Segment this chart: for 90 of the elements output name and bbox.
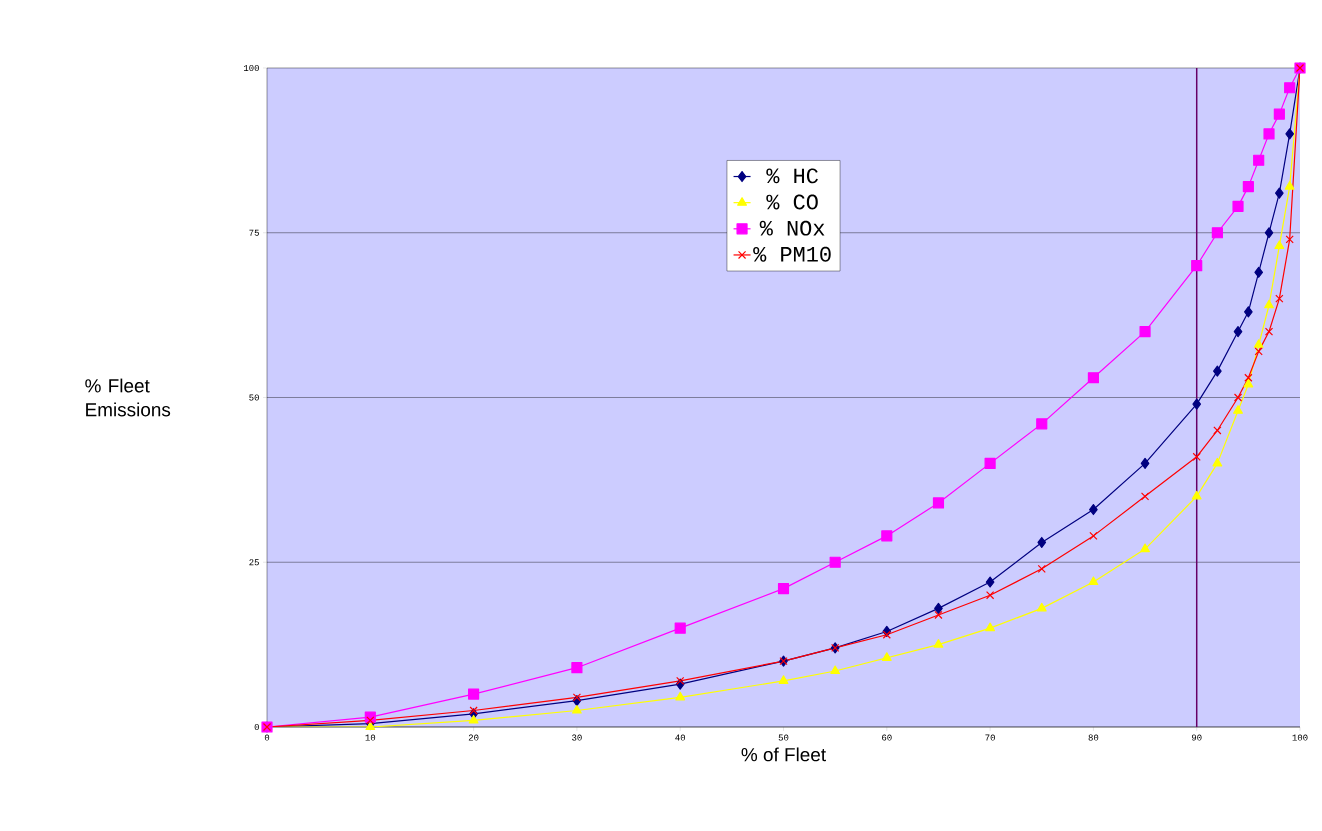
point: [1233, 393, 1243, 402]
x-tick-label: 40: [675, 734, 686, 741]
point: [1275, 187, 1284, 199]
point: [1254, 266, 1264, 278]
point: [1140, 457, 1150, 469]
x-tick-label: 50: [778, 734, 789, 741]
y-axis-title: % Fleet Emissions: [85, 378, 171, 417]
point: [1285, 128, 1295, 140]
x-tick-label: 100: [1292, 734, 1308, 741]
point: [1089, 531, 1098, 541]
legend-label: % CO: [766, 194, 818, 210]
point: [571, 704, 582, 714]
point: [1192, 452, 1201, 461]
point: [1140, 492, 1150, 501]
point: [1088, 576, 1099, 586]
point: [1264, 299, 1274, 309]
point: [1263, 128, 1275, 140]
point: [1191, 260, 1203, 272]
point: [1036, 602, 1047, 612]
point: [1037, 564, 1046, 573]
point: [1192, 398, 1202, 410]
x-tick-label: 60: [882, 734, 892, 741]
point: [572, 693, 582, 702]
point: [1211, 227, 1223, 239]
x-tick-label: 70: [985, 734, 995, 741]
x-tick-label: 0: [264, 734, 270, 741]
point: [777, 583, 790, 595]
point: [985, 622, 996, 632]
point: [1254, 347, 1263, 356]
point: [1037, 536, 1047, 549]
point: [1191, 490, 1202, 500]
y-tick-label: 100: [243, 64, 259, 72]
x-tick-label: 80: [1088, 734, 1099, 741]
point: [1213, 365, 1222, 377]
point: [882, 630, 891, 639]
point: [675, 691, 686, 701]
point: [1212, 457, 1223, 467]
point: [1087, 372, 1099, 384]
legend-label: % HC: [766, 168, 818, 184]
point: [1264, 327, 1274, 336]
point: [1273, 108, 1285, 120]
point: [676, 676, 685, 685]
y-tick-label: 0: [254, 723, 259, 731]
point: [468, 714, 479, 724]
point: [1233, 326, 1243, 338]
point: [1233, 405, 1243, 414]
point: [674, 622, 686, 634]
point: [366, 716, 375, 725]
point: [881, 530, 893, 542]
x-tick-label: 10: [365, 734, 376, 741]
point: [1232, 200, 1244, 212]
point: [1244, 306, 1253, 318]
point: [1253, 154, 1265, 166]
point: [933, 639, 944, 648]
point: [985, 591, 995, 600]
point: [829, 556, 841, 568]
point: [468, 688, 480, 700]
point: [934, 610, 943, 620]
point: [881, 652, 892, 661]
y-tick-label: 50: [249, 394, 259, 401]
point: [932, 497, 945, 509]
point: [778, 675, 789, 684]
x-axis-title: % of Fleet: [741, 747, 826, 762]
legend-label: % PM10: [753, 246, 831, 262]
point: [571, 662, 583, 674]
point: [1140, 543, 1150, 553]
point: [1139, 326, 1151, 338]
point: [1275, 294, 1284, 303]
x-tick-label: 30: [572, 734, 582, 741]
point: [1242, 181, 1254, 193]
point: [1274, 240, 1285, 250]
point: [1036, 418, 1048, 430]
point: [985, 576, 995, 588]
y-tick-label: 25: [249, 559, 259, 566]
point: [469, 706, 478, 715]
x-tick-label: 20: [468, 734, 479, 741]
point: [1213, 426, 1222, 435]
point: [934, 602, 943, 614]
point: [1264, 227, 1274, 239]
y-tick-label: 75: [249, 229, 259, 236]
point: [1253, 339, 1264, 348]
point: [1285, 235, 1294, 244]
point: [1284, 82, 1296, 94]
point: [1284, 181, 1295, 190]
legend-label: % NOx: [759, 220, 825, 236]
point: [1244, 373, 1253, 382]
x-tick-label: 90: [1191, 734, 1202, 741]
point: [984, 457, 996, 469]
point: [830, 665, 841, 675]
point: [1243, 378, 1254, 388]
